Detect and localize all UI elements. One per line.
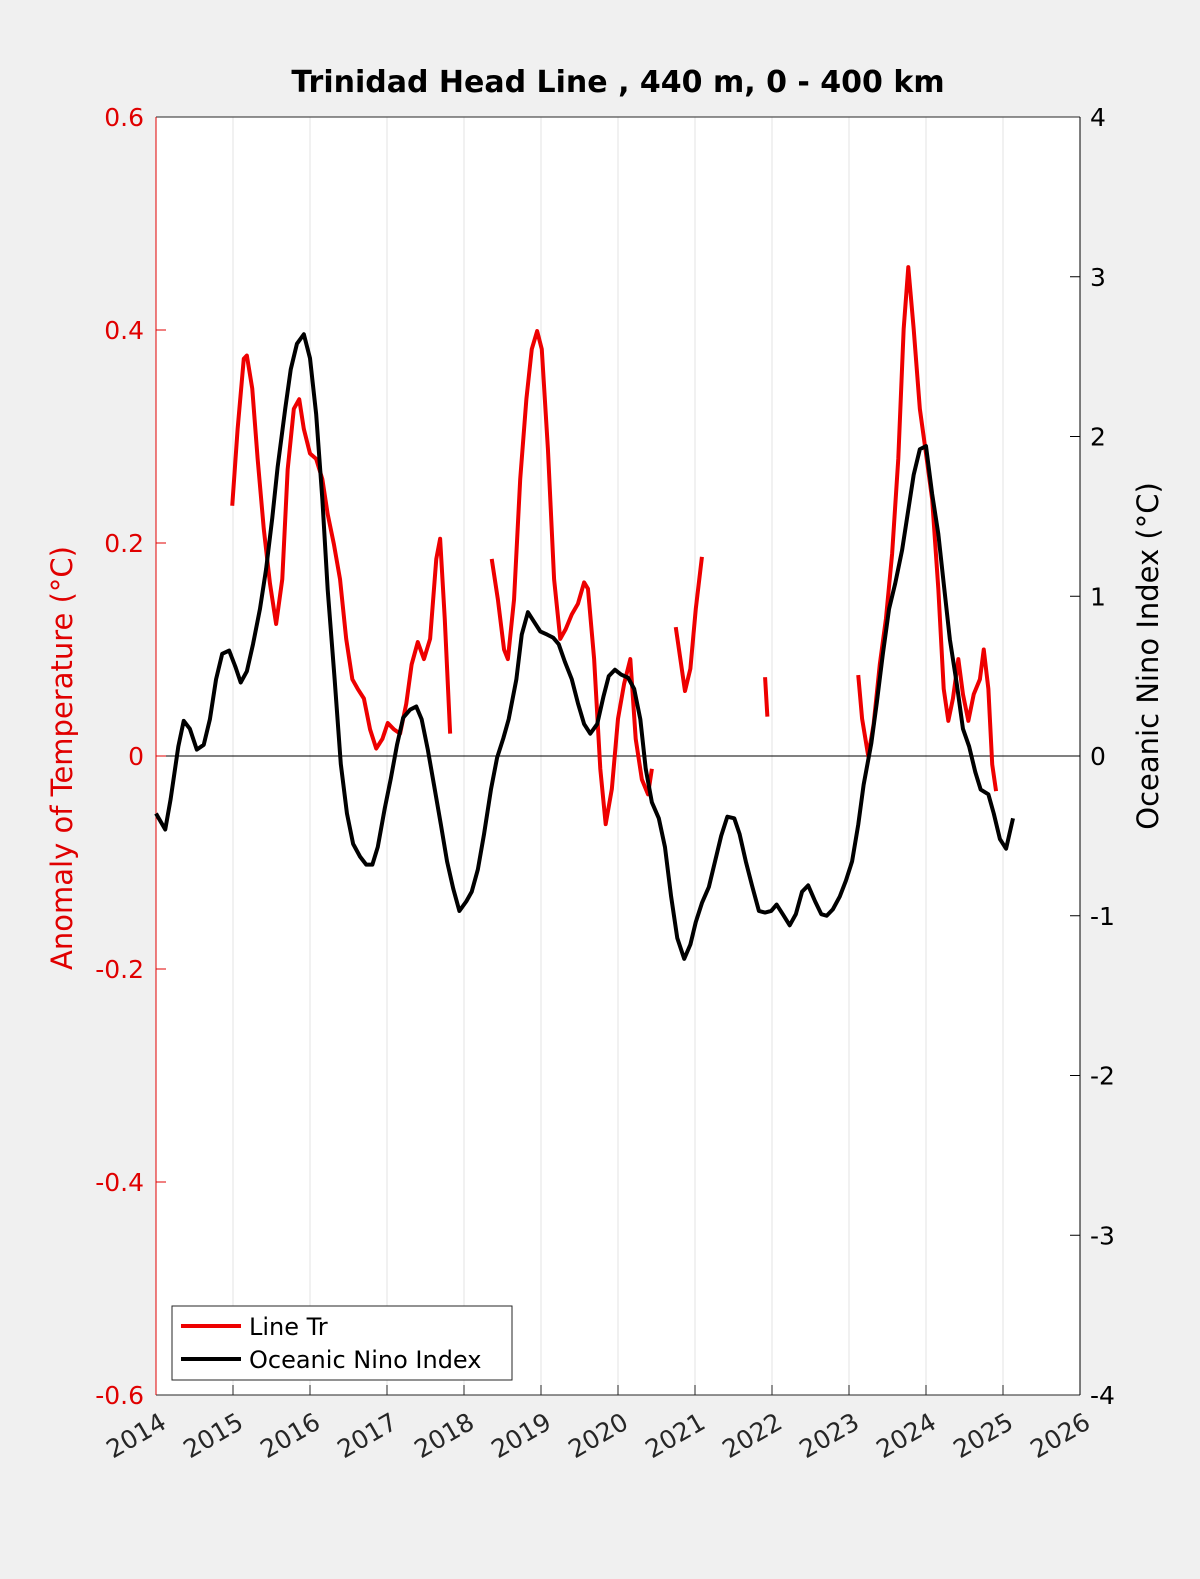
y2-tick-label: -4 xyxy=(1090,1381,1115,1410)
y2-tick-label: 4 xyxy=(1090,103,1106,132)
chart-title: Trinidad Head Line , 440 m, 0 - 400 km xyxy=(291,65,944,100)
x-tick-label: 2017 xyxy=(332,1407,402,1464)
y2-axis-label: Oceanic Nino Index (°C) xyxy=(1131,482,1165,830)
x-tick-label: 2019 xyxy=(486,1407,556,1464)
y-tick-label: -0.4 xyxy=(95,1168,144,1197)
x-tick-label: 2014 xyxy=(101,1407,171,1464)
x-tick-label: 2016 xyxy=(255,1407,325,1464)
x-tick-label: 2025 xyxy=(948,1407,1018,1464)
x-tick-label: 2015 xyxy=(178,1407,248,1464)
y-axis-label: Anomaly of Temperature (°C) xyxy=(45,546,79,970)
x-tick-label: 2020 xyxy=(563,1407,633,1464)
y2-tick-label: 1 xyxy=(1090,582,1106,611)
y2-tick-label: 2 xyxy=(1090,423,1106,452)
x-tick-label: 2022 xyxy=(717,1407,787,1464)
y-tick-label: 0.2 xyxy=(104,529,144,558)
legend-box xyxy=(171,1305,513,1381)
legend: Line Tr Oceanic Nino Index xyxy=(171,1305,513,1381)
y2-tick-label: 0 xyxy=(1090,742,1106,771)
series-line xyxy=(230,265,999,827)
legend-label: Line Tr xyxy=(249,1313,328,1341)
x-tick-label: 2018 xyxy=(409,1407,479,1464)
y-tick-label: 0.6 xyxy=(104,103,144,132)
x-tick-label: 2024 xyxy=(871,1407,941,1464)
x-tick-label: 2026 xyxy=(1025,1407,1095,1464)
y-tick-label: 0 xyxy=(128,742,144,771)
y-tick-label: -0.6 xyxy=(95,1381,144,1410)
y-tick-label: -0.2 xyxy=(95,955,144,984)
x-tick-label: 2021 xyxy=(640,1407,710,1464)
y2-tick-label: 3 xyxy=(1090,263,1106,292)
y2-tick-label: -3 xyxy=(1090,1221,1115,1250)
series-line xyxy=(154,332,1015,961)
legend-label: Oceanic Nino Index xyxy=(249,1346,481,1374)
y2-tick-label: -1 xyxy=(1090,902,1115,931)
x-tick-label: 2023 xyxy=(794,1407,864,1464)
y-tick-label: 0.4 xyxy=(104,316,144,345)
y2-tick-label: -2 xyxy=(1090,1062,1115,1091)
